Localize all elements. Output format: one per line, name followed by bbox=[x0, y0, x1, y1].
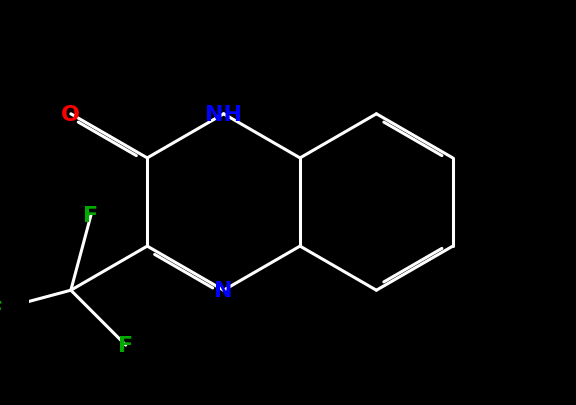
Text: F: F bbox=[84, 206, 98, 226]
Text: NH: NH bbox=[205, 104, 242, 124]
Text: N: N bbox=[214, 281, 233, 301]
Text: F: F bbox=[0, 301, 3, 320]
Text: O: O bbox=[62, 104, 80, 124]
Text: F: F bbox=[118, 335, 133, 355]
